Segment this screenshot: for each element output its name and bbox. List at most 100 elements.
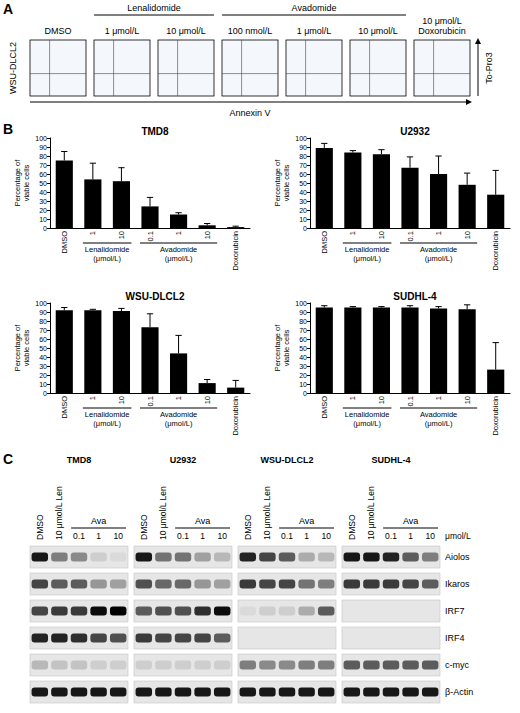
svg-text:Avadomide: Avadomide xyxy=(160,245,197,254)
svg-text:10: 10 xyxy=(113,531,123,541)
svg-text:0: 0 xyxy=(43,225,47,232)
svg-text:10 μmol/L: 10 μmol/L xyxy=(166,26,206,36)
svg-text:10: 10 xyxy=(299,381,307,388)
svg-text:(μmol/L): (μmol/L) xyxy=(353,254,381,263)
svg-text:30: 30 xyxy=(299,363,307,370)
svg-text:WSU-DLCL2: WSU-DLCL2 xyxy=(261,455,314,465)
svg-text:1: 1 xyxy=(348,231,357,235)
svg-text:40: 40 xyxy=(299,189,307,196)
svg-text:0.1: 0.1 xyxy=(73,531,85,541)
svg-text:SUDHL-4: SUDHL-4 xyxy=(371,455,410,465)
svg-text:U2932: U2932 xyxy=(170,455,197,465)
svg-text:μmol/L: μmol/L xyxy=(445,531,471,541)
svg-text:Avadomide: Avadomide xyxy=(160,410,197,419)
svg-text:40: 40 xyxy=(39,354,47,361)
svg-text:Ava: Ava xyxy=(299,516,314,526)
svg-text:20: 20 xyxy=(299,372,307,379)
svg-text:DMSO: DMSO xyxy=(139,514,149,540)
svg-text:0.1: 0.1 xyxy=(406,396,415,406)
svg-text:100: 100 xyxy=(295,135,307,142)
svg-text:Doxorubicin: Doxorubicin xyxy=(418,26,466,36)
svg-text:(μmol/L): (μmol/L) xyxy=(425,254,453,263)
svg-text:50: 50 xyxy=(299,180,307,187)
svg-text:viable cells: viable cells xyxy=(22,329,31,366)
svg-text:10: 10 xyxy=(203,231,212,239)
svg-text:70: 70 xyxy=(39,327,47,334)
svg-text:10 μmol/L Len: 10 μmol/L Len xyxy=(366,486,376,540)
svg-text:DMSO: DMSO xyxy=(60,231,69,254)
svg-text:viable cells: viable cells xyxy=(22,164,31,201)
svg-text:1: 1 xyxy=(408,531,413,541)
svg-text:Doxorubicin: Doxorubicin xyxy=(231,396,240,436)
svg-text:Doxorubicin: Doxorubicin xyxy=(491,231,500,271)
svg-text:20: 20 xyxy=(39,372,47,379)
svg-text:1: 1 xyxy=(434,231,443,235)
svg-text:viable cells: viable cells xyxy=(282,164,291,201)
svg-text:Percentage of: Percentage of xyxy=(13,159,22,207)
svg-text:10: 10 xyxy=(117,231,126,239)
svg-text:30: 30 xyxy=(39,198,47,205)
svg-text:20: 20 xyxy=(39,207,47,214)
svg-text:1: 1 xyxy=(96,531,101,541)
svg-text:80: 80 xyxy=(39,318,47,325)
svg-text:90: 90 xyxy=(39,144,47,151)
svg-text:1: 1 xyxy=(348,396,357,400)
svg-text:Percentage of: Percentage of xyxy=(13,324,22,372)
svg-text:1: 1 xyxy=(304,531,309,541)
svg-text:Avadomide: Avadomide xyxy=(420,245,457,254)
svg-text:viable cells: viable cells xyxy=(282,329,291,366)
svg-text:WSU-DLCL2: WSU-DLCL2 xyxy=(126,291,185,302)
svg-text:10 μmol/L Len: 10 μmol/L Len xyxy=(54,486,64,540)
svg-text:0: 0 xyxy=(303,225,307,232)
svg-text:1 μmol/L: 1 μmol/L xyxy=(105,26,140,36)
svg-text:Ava: Ava xyxy=(91,516,106,526)
svg-text:(μmol/L): (μmol/L) xyxy=(353,419,381,428)
svg-text:DMSO: DMSO xyxy=(35,514,45,540)
svg-text:0.1: 0.1 xyxy=(146,396,155,406)
svg-text:100: 100 xyxy=(295,300,307,307)
svg-text:1: 1 xyxy=(174,231,183,235)
svg-text:IRF7: IRF7 xyxy=(445,606,465,616)
svg-text:Percentage of: Percentage of xyxy=(273,324,282,372)
svg-text:IRF4: IRF4 xyxy=(445,633,465,643)
svg-text:Doxorubicin: Doxorubicin xyxy=(231,231,240,271)
svg-text:DMSO: DMSO xyxy=(320,231,329,254)
svg-text:A: A xyxy=(3,1,13,17)
svg-text:1: 1 xyxy=(88,231,97,235)
svg-text:80: 80 xyxy=(299,318,307,325)
svg-text:0.1: 0.1 xyxy=(146,231,155,241)
svg-text:DMSO: DMSO xyxy=(45,26,72,36)
svg-text:Avadomide: Avadomide xyxy=(420,410,457,419)
svg-text:(μmol/L): (μmol/L) xyxy=(165,419,193,428)
svg-text:Lenalidomide: Lenalidomide xyxy=(345,245,390,254)
svg-text:Avadomide: Avadomide xyxy=(292,3,337,13)
svg-text:10: 10 xyxy=(299,216,307,223)
svg-text:0.1: 0.1 xyxy=(385,531,397,541)
svg-text:100 nmol/L: 100 nmol/L xyxy=(228,26,273,36)
svg-text:70: 70 xyxy=(299,327,307,334)
svg-text:30: 30 xyxy=(39,363,47,370)
svg-text:Lenalidomide: Lenalidomide xyxy=(127,3,181,13)
svg-text:10: 10 xyxy=(117,396,126,404)
svg-text:10 μmol/L Len: 10 μmol/L Len xyxy=(158,486,168,540)
svg-text:10 μmol/L: 10 μmol/L xyxy=(358,26,398,36)
svg-text:Lenalidomide: Lenalidomide xyxy=(345,410,390,419)
svg-text:(μmol/L): (μmol/L) xyxy=(425,419,453,428)
svg-text:1: 1 xyxy=(200,531,205,541)
svg-text:100: 100 xyxy=(35,135,47,142)
svg-text:10: 10 xyxy=(203,396,212,404)
svg-text:WSU-DLCL2: WSU-DLCL2 xyxy=(8,42,18,94)
svg-text:Ikaros: Ikaros xyxy=(445,579,470,589)
svg-text:SUDHL-4: SUDHL-4 xyxy=(393,291,437,302)
svg-text:(μmol/L): (μmol/L) xyxy=(93,419,121,428)
svg-text:60: 60 xyxy=(299,336,307,343)
svg-text:1: 1 xyxy=(434,396,443,400)
svg-text:Percentage of: Percentage of xyxy=(273,159,282,207)
svg-text:20: 20 xyxy=(299,207,307,214)
svg-text:0: 0 xyxy=(303,390,307,397)
svg-text:Ava: Ava xyxy=(195,516,210,526)
svg-text:40: 40 xyxy=(39,189,47,196)
svg-text:U2932: U2932 xyxy=(400,126,430,137)
svg-text:DMSO: DMSO xyxy=(320,396,329,419)
svg-text:0.1: 0.1 xyxy=(177,531,189,541)
